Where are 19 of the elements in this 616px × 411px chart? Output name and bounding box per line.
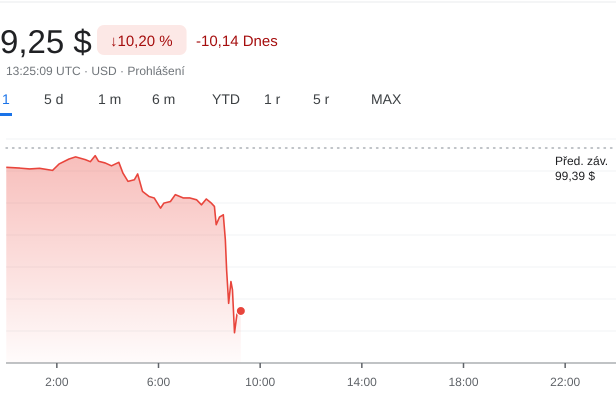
text: 1	[2, 91, 10, 107]
text: 6 m	[152, 91, 176, 107]
x-tick-label: 2:00	[45, 375, 69, 389]
text: 5 r	[313, 91, 330, 107]
x-tick-label: 6:00	[146, 375, 170, 389]
x-tick-label: 10:00	[245, 375, 276, 389]
text: ↓10,20 %	[110, 33, 173, 50]
text: 9,25 $	[0, 23, 92, 60]
x-tick-label: 14:00	[346, 375, 378, 389]
x-tick-label: 22:00	[550, 375, 581, 389]
text: 5 d	[44, 91, 64, 107]
text: 1 m	[98, 91, 122, 107]
text: 13:25:09 UTC · USD · Prohlášení	[6, 64, 186, 78]
text: MAX	[371, 91, 402, 107]
text: YTD	[212, 91, 240, 107]
ref-line-label: Před. záv. 99,39 $	[555, 154, 608, 183]
text: 1 r	[264, 91, 281, 107]
text: -10,14 Dnes	[196, 33, 278, 50]
x-tick-label: 18:00	[448, 375, 479, 389]
